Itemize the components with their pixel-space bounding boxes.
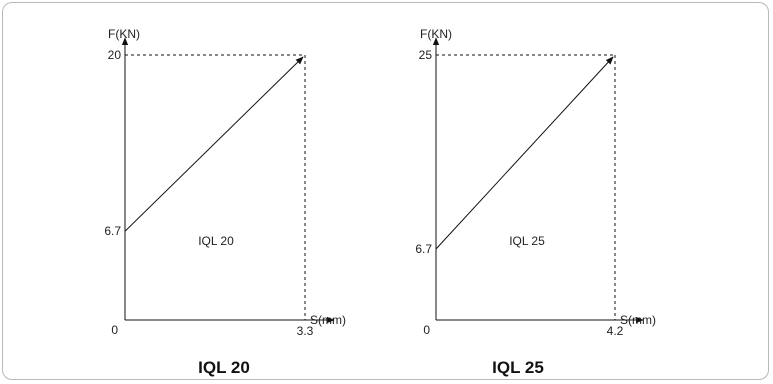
x-axis-label: S(mm)	[620, 313, 656, 327]
series-line	[435, 56, 614, 250]
origin-label: 0	[423, 323, 430, 337]
chart-caption: IQL 25	[492, 358, 544, 377]
chart-iql25: F(KN) S(mm) 0 6.7 25 4.2 IQL 25 IQL 25	[415, 27, 656, 377]
y-axis-label: F(KN)	[108, 27, 140, 41]
origin-label: 0	[111, 323, 118, 337]
y-tick-label: 20	[108, 48, 122, 62]
chart-caption: IQL 20	[198, 358, 250, 377]
y-tick-label: 6.7	[104, 224, 121, 238]
inner-model-label: IQL 25	[509, 234, 545, 248]
inner-model-label: IQL 20	[198, 234, 234, 248]
x-axis-label: S(mm)	[310, 313, 346, 327]
series-line	[124, 56, 304, 232]
y-tick-label: 6.7	[415, 242, 432, 256]
y-axis-label: F(KN)	[420, 27, 452, 41]
figure-frame	[2, 2, 769, 380]
x-tick-label: 4.2	[607, 324, 624, 338]
y-tick-label: 25	[419, 48, 433, 62]
chart-iql20: F(KN) S(mm) 0 6.7 20 3.3 IQL 20 IQL 20	[104, 27, 346, 377]
x-tick-label: 3.3	[297, 324, 314, 338]
